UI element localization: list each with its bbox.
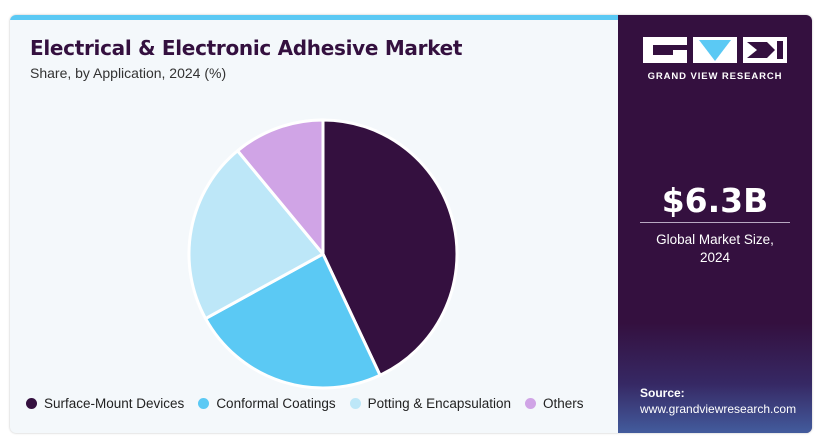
legend-swatch xyxy=(26,398,37,409)
legend-item-conformal-coatings: Conformal Coatings xyxy=(198,396,336,411)
market-size-label-line2: 2024 xyxy=(699,250,731,265)
source-label: Source: xyxy=(640,386,685,400)
pie-slice-conformal-coatings xyxy=(204,252,382,390)
legend-item-others: Others xyxy=(524,396,584,411)
pie-slice-surface-mount-devices xyxy=(321,118,459,377)
chart-area: Electrical & Electronic Adhesive Market … xyxy=(10,20,618,433)
pie-slice-potting-encapsulation xyxy=(187,149,325,321)
legend-item-potting-encapsulation: Potting & Encapsulation xyxy=(349,396,511,411)
divider xyxy=(640,222,790,223)
legend-label: Conformal Coatings xyxy=(216,396,336,411)
legend-label: Others xyxy=(542,396,584,411)
legend-item-surface-mount-devices: Surface-Mount Devices xyxy=(26,396,184,411)
market-size-value: $6.3B xyxy=(661,181,769,220)
pie-slice-others xyxy=(236,118,325,256)
source-link[interactable]: www.grandviewresearch.com xyxy=(640,402,797,416)
chart-title: Electrical & Electronic Adhesive Market xyxy=(30,36,463,60)
chart-card: Electrical & Electronic Adhesive Market … xyxy=(10,15,812,433)
pie-chart xyxy=(187,118,459,390)
accent-bar xyxy=(10,15,618,20)
gvr-logo-icon xyxy=(643,37,787,63)
chart-subtitle: Share, by Application, 2024 (%) xyxy=(30,65,227,81)
market-size-label: Global Market Size, 2024 xyxy=(618,231,812,267)
logo-text: GRAND VIEW RESEARCH xyxy=(647,71,783,82)
legend-swatch xyxy=(524,398,536,409)
market-size-label-line1: Global Market Size, xyxy=(656,232,774,247)
legend-label: Surface-Mount Devices xyxy=(44,396,185,411)
panel-gradient xyxy=(618,323,812,433)
info-panel: GRAND VIEW RESEARCH $6.3B Global Market … xyxy=(618,15,812,433)
chart-legend: Surface-Mount Devices Conformal Coatings P… xyxy=(26,396,598,411)
legend-label: Potting & Encapsulation xyxy=(367,396,511,411)
legend-swatch xyxy=(349,398,361,409)
legend-swatch xyxy=(198,398,210,409)
